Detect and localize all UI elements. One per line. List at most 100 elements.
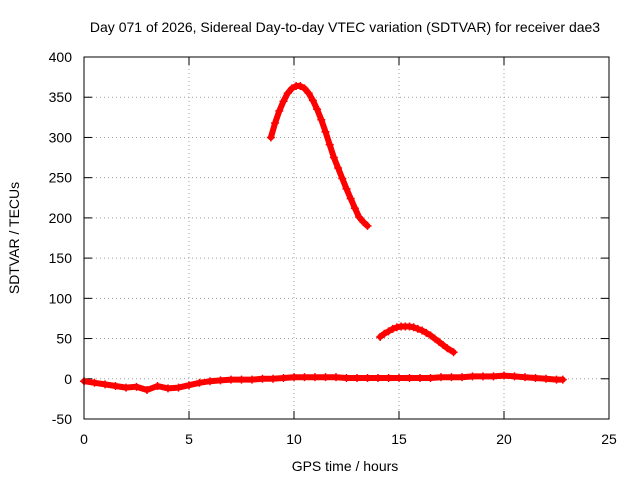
data-point	[304, 89, 313, 98]
data-point	[258, 374, 267, 383]
data-point	[153, 382, 162, 391]
data-point	[439, 340, 448, 349]
data-point	[266, 133, 275, 142]
data-point	[329, 153, 338, 162]
data-point	[300, 84, 309, 93]
y-tick-label: 400	[49, 49, 73, 65]
data-point	[384, 327, 393, 336]
data-point	[353, 373, 361, 382]
y-tick-label: 250	[49, 170, 73, 186]
y-tick-label: 150	[49, 250, 73, 266]
data-point	[300, 373, 309, 382]
data-series	[80, 81, 567, 395]
data-point	[510, 372, 519, 381]
x-tick-label: 15	[391, 431, 407, 447]
data-point	[321, 373, 330, 382]
data-point	[101, 380, 109, 389]
data-point	[542, 374, 550, 383]
data-point	[426, 373, 435, 382]
x-tick-label: 20	[496, 431, 512, 447]
x-axis-label: GPS time / hours	[292, 458, 399, 474]
data-point	[195, 378, 204, 387]
data-point	[287, 84, 296, 93]
y-tick-label: 200	[49, 210, 73, 226]
y-tick-label: 300	[49, 129, 73, 145]
data-point	[296, 81, 305, 90]
data-point	[342, 184, 351, 193]
data-point	[376, 332, 385, 341]
data-point	[279, 97, 288, 106]
data-point	[500, 371, 508, 380]
data-point	[248, 375, 256, 384]
data-point	[405, 373, 414, 382]
data-point	[458, 373, 466, 382]
data-point	[434, 337, 443, 346]
data-point	[338, 174, 347, 183]
data-point	[342, 373, 351, 382]
data-point	[395, 373, 403, 382]
data-point	[443, 344, 452, 353]
data-point	[321, 127, 330, 136]
data-point	[384, 373, 393, 382]
data-point	[363, 221, 372, 230]
data-point	[418, 326, 427, 335]
data-point	[521, 373, 529, 382]
data-point	[279, 373, 288, 382]
data-point	[313, 105, 322, 114]
data-point	[227, 375, 235, 384]
x-tick-label: 10	[286, 431, 302, 447]
data-point	[426, 331, 435, 340]
chart-title: Day 071 of 2026, Sidereal Day-to-day VTE…	[90, 19, 600, 35]
data-point	[489, 372, 498, 381]
data-point	[143, 386, 151, 395]
data-point	[237, 375, 246, 384]
data-point	[363, 373, 372, 382]
data-point	[449, 348, 458, 357]
x-tick-label: 25	[601, 431, 617, 447]
data-point	[430, 334, 439, 343]
data-point	[380, 329, 389, 338]
data-point	[374, 373, 382, 382]
data-point	[479, 372, 487, 381]
data-point	[447, 373, 456, 382]
data-point	[334, 164, 343, 173]
data-point	[422, 328, 431, 337]
data-point	[350, 204, 359, 213]
data-point	[416, 373, 424, 382]
data-point	[468, 372, 477, 381]
x-tick-label: 0	[80, 431, 88, 447]
data-point	[269, 374, 277, 383]
data-point	[206, 377, 214, 386]
data-point	[392, 323, 401, 332]
data-point	[132, 382, 141, 391]
y-tick-label: 350	[49, 89, 73, 105]
data-point	[437, 373, 445, 382]
data-point	[90, 378, 99, 387]
x-tick-label: 5	[185, 431, 193, 447]
data-point	[388, 324, 397, 333]
data-point	[308, 96, 317, 105]
grid	[84, 57, 609, 419]
data-point	[311, 373, 319, 382]
data-point	[185, 381, 193, 390]
plot-frame	[83, 56, 610, 420]
data-point	[111, 382, 120, 391]
data-point	[346, 194, 355, 203]
y-tick-label: 50	[56, 331, 72, 347]
y-tick-label: -50	[52, 411, 72, 427]
data-point	[275, 106, 284, 115]
data-point	[164, 384, 172, 393]
y-tick-label: 100	[49, 290, 73, 306]
y-tick-label: 0	[64, 371, 72, 387]
axis-ticks: -50 0 50 100 150 200 250 300 350 400 0 5 10 15 20 25	[49, 49, 617, 447]
y-axis-label: SDTVAR / TECUs	[6, 182, 22, 294]
data-point	[359, 217, 368, 226]
data-point	[355, 213, 364, 222]
data-point	[216, 376, 225, 385]
data-point	[558, 375, 567, 384]
series-line-arc-1	[267, 83, 371, 229]
data-point	[290, 373, 298, 382]
data-point	[122, 383, 130, 392]
data-point	[409, 323, 418, 332]
